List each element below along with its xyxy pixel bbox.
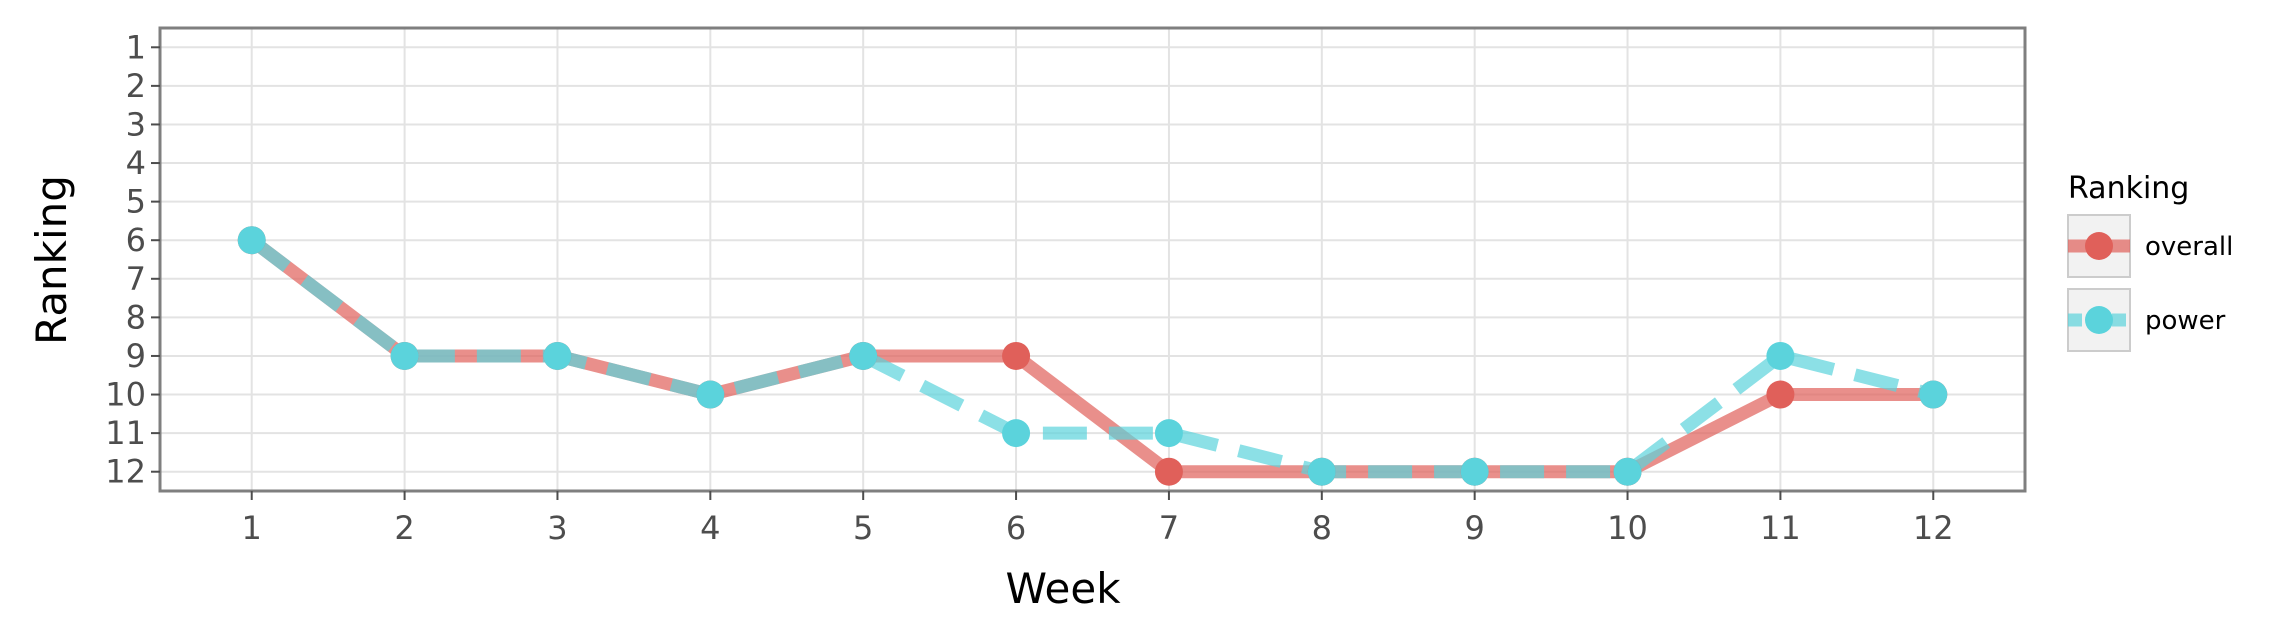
legend-label-overall: overall bbox=[2145, 232, 2233, 262]
legend-key-point bbox=[2085, 232, 2113, 260]
data-point-power bbox=[1460, 457, 1489, 486]
x-tick-label: 11 bbox=[1760, 509, 1801, 547]
y-tick-label: 10 bbox=[105, 376, 146, 414]
x-tick-label: 6 bbox=[1006, 509, 1026, 547]
data-point-power bbox=[1154, 419, 1183, 448]
x-tick-label: 4 bbox=[700, 509, 720, 547]
y-tick-label: 8 bbox=[126, 298, 146, 336]
x-tick-label: 5 bbox=[853, 509, 873, 547]
y-axis-title: Ranking bbox=[27, 175, 76, 345]
y-tick-label: 12 bbox=[105, 453, 146, 491]
data-point-power bbox=[390, 341, 419, 370]
x-tick-label: 1 bbox=[242, 509, 262, 547]
y-tick-label: 11 bbox=[105, 414, 146, 452]
y-tick-label: 4 bbox=[126, 144, 146, 182]
y-tick-label: 2 bbox=[126, 67, 146, 105]
x-tick-label: 8 bbox=[1312, 509, 1332, 547]
y-tick-label: 5 bbox=[126, 183, 146, 221]
grid-lines bbox=[160, 28, 2025, 491]
data-point-power bbox=[1002, 419, 1031, 448]
data-point-power bbox=[696, 380, 725, 409]
x-axis-title: Week bbox=[1005, 564, 1121, 613]
x-tick-label: 9 bbox=[1464, 509, 1484, 547]
legend-title: Ranking bbox=[2068, 171, 2189, 206]
legend-items: overall power bbox=[2067, 214, 2233, 352]
y-tick-label: 6 bbox=[126, 221, 146, 259]
legend-label-power: power bbox=[2145, 306, 2226, 336]
data-point-power bbox=[1613, 457, 1642, 486]
data-point-overall bbox=[1766, 380, 1795, 409]
y-tick-label: 7 bbox=[126, 260, 146, 298]
series-layer bbox=[237, 226, 1948, 486]
data-point-power bbox=[849, 341, 878, 370]
data-point-overall bbox=[1154, 457, 1183, 486]
data-point-overall bbox=[1002, 341, 1031, 370]
x-tick-label: 10 bbox=[1607, 509, 1648, 547]
data-point-power bbox=[1919, 380, 1948, 409]
legend: Ranking overall power bbox=[2067, 171, 2233, 352]
x-tick-label: 3 bbox=[547, 509, 567, 547]
legend-key-point bbox=[2085, 306, 2113, 334]
x-axis: 1 2 3 4 5 6 7 8 9 10 11 12 bbox=[242, 491, 1954, 547]
y-tick-label: 9 bbox=[126, 337, 146, 375]
x-tick-label: 2 bbox=[394, 509, 414, 547]
data-point-power bbox=[1307, 457, 1336, 486]
x-tick-label: 7 bbox=[1159, 509, 1179, 547]
y-tick-label: 3 bbox=[126, 105, 146, 143]
data-point-power bbox=[1766, 341, 1795, 370]
plot-border bbox=[158, 26, 2027, 493]
x-tick-label: 12 bbox=[1913, 509, 1954, 547]
data-point-power bbox=[543, 341, 572, 370]
y-tick-label: 1 bbox=[126, 28, 146, 66]
data-point-power bbox=[237, 226, 266, 255]
series-line-power bbox=[247, 235, 1935, 479]
